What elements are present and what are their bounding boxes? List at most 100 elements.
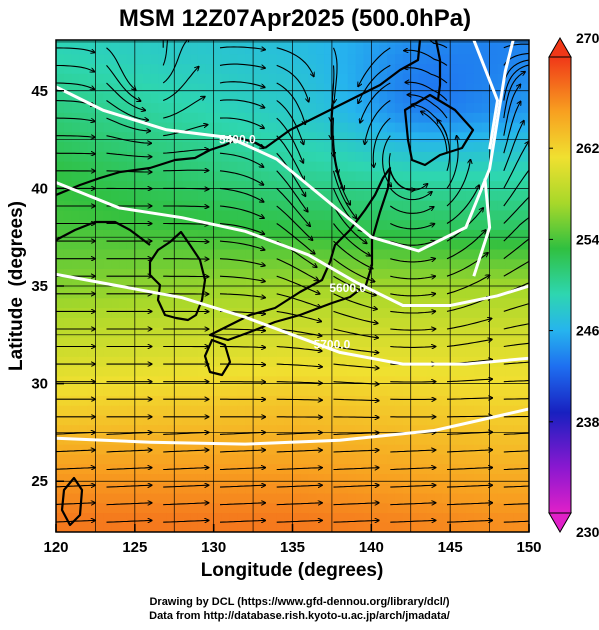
heat-cell bbox=[505, 298, 513, 308]
heat-cell bbox=[490, 434, 498, 444]
heat-cell bbox=[56, 112, 64, 122]
heat-cell bbox=[466, 434, 474, 444]
heat-cell bbox=[182, 190, 190, 200]
heat-cell bbox=[490, 229, 498, 239]
heat-cell bbox=[308, 151, 316, 161]
heat-cell bbox=[482, 434, 490, 444]
heat-cell bbox=[324, 229, 332, 239]
heat-cell bbox=[387, 142, 395, 152]
heat-cell bbox=[143, 366, 151, 376]
heat-cell bbox=[269, 259, 277, 269]
heat-cell bbox=[356, 386, 364, 396]
heat-cell bbox=[222, 200, 230, 210]
heat-cell bbox=[95, 93, 103, 103]
heat-cell bbox=[458, 337, 466, 347]
heat-cell bbox=[190, 337, 198, 347]
heat-cell bbox=[427, 395, 435, 405]
heat-cell bbox=[513, 210, 521, 220]
heat-cell bbox=[316, 122, 324, 132]
heat-cell bbox=[158, 229, 166, 239]
heat-cell bbox=[222, 298, 230, 308]
heat-cell bbox=[174, 454, 182, 464]
heat-cell bbox=[135, 376, 143, 386]
heat-cell bbox=[56, 102, 64, 112]
heat-cell bbox=[103, 376, 111, 386]
heat-cell bbox=[269, 337, 277, 347]
heat-cell bbox=[387, 386, 395, 396]
heat-cell bbox=[285, 366, 293, 376]
heat-cell bbox=[300, 395, 308, 405]
heat-cell bbox=[356, 44, 364, 54]
heat-cell bbox=[166, 493, 174, 503]
heat-cell bbox=[72, 454, 80, 464]
heat-cell bbox=[72, 142, 80, 152]
credit-line-2: Data from http://database.rish.kyoto-u.a… bbox=[0, 610, 599, 622]
heat-cell bbox=[190, 171, 198, 181]
heat-cell bbox=[198, 54, 206, 64]
heat-cell bbox=[411, 317, 419, 327]
heat-cell bbox=[158, 220, 166, 230]
heat-cell bbox=[277, 112, 285, 122]
heat-cell bbox=[119, 356, 127, 366]
colorbar-tick-label: 254 bbox=[576, 231, 599, 247]
heat-cell bbox=[229, 483, 237, 493]
heat-cell bbox=[166, 405, 174, 415]
heat-cell bbox=[340, 44, 348, 54]
heat-cell bbox=[474, 347, 482, 357]
heat-cell bbox=[277, 483, 285, 493]
heat-cell bbox=[151, 190, 159, 200]
heat-cell bbox=[261, 132, 269, 142]
heat-cell bbox=[403, 44, 411, 54]
heat-cell bbox=[135, 132, 143, 142]
heat-cell bbox=[277, 366, 285, 376]
heat-cell bbox=[269, 464, 277, 474]
heat-cell bbox=[103, 181, 111, 191]
heat-cell bbox=[206, 112, 214, 122]
heat-cell bbox=[490, 473, 498, 483]
heat-cell bbox=[214, 181, 222, 191]
heat-cell bbox=[245, 376, 253, 386]
heat-cell bbox=[324, 444, 332, 454]
heat-cell bbox=[72, 161, 80, 171]
heat-cell bbox=[119, 190, 127, 200]
heat-cell bbox=[174, 200, 182, 210]
heat-cell bbox=[56, 73, 64, 83]
heat-cell bbox=[458, 83, 466, 93]
heat-cell bbox=[95, 268, 103, 278]
heat-cell bbox=[356, 83, 364, 93]
heat-cell bbox=[411, 200, 419, 210]
heat-cell bbox=[261, 210, 269, 220]
heat-cell bbox=[237, 405, 245, 415]
heat-cell bbox=[158, 366, 166, 376]
heat-cell bbox=[348, 73, 356, 83]
heat-cell bbox=[222, 151, 230, 161]
heat-cell bbox=[206, 503, 214, 513]
heat-cell bbox=[497, 386, 505, 396]
heat-cell bbox=[419, 337, 427, 347]
heat-cell bbox=[103, 190, 111, 200]
heat-cell bbox=[158, 181, 166, 191]
heat-cell bbox=[490, 171, 498, 181]
heat-cell bbox=[166, 259, 174, 269]
heat-cell bbox=[143, 181, 151, 191]
heat-cell bbox=[119, 142, 127, 152]
heat-cell bbox=[206, 83, 214, 93]
heat-cell bbox=[482, 454, 490, 464]
heat-cell bbox=[308, 83, 316, 93]
heat-cell bbox=[119, 44, 127, 54]
heat-cell bbox=[411, 278, 419, 288]
heat-cell bbox=[450, 522, 458, 532]
heat-cell bbox=[103, 54, 111, 64]
heat-cell bbox=[64, 171, 72, 181]
heat-cell bbox=[497, 493, 505, 503]
heat-cell bbox=[56, 132, 64, 142]
heat-cell bbox=[174, 190, 182, 200]
heat-cell bbox=[151, 171, 159, 181]
heat-cell bbox=[308, 454, 316, 464]
heat-cell bbox=[277, 337, 285, 347]
heat-cell bbox=[403, 337, 411, 347]
heat-cell bbox=[395, 483, 403, 493]
heat-cell bbox=[293, 44, 301, 54]
heat-cell bbox=[64, 220, 72, 230]
heat-cell bbox=[103, 356, 111, 366]
